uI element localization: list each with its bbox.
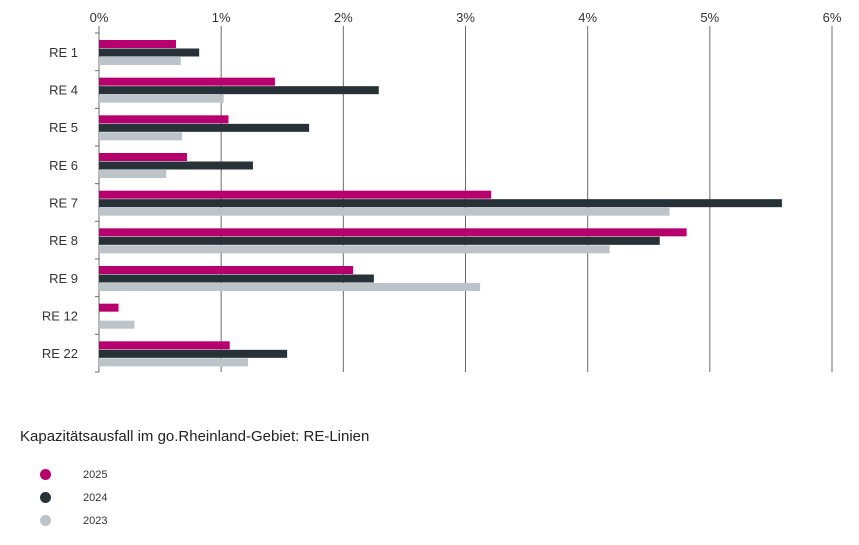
- bar-2023-re-6: [99, 170, 167, 178]
- bar-2024-re-9: [99, 274, 374, 283]
- category-label: RE 9: [49, 271, 78, 286]
- x-tick-label: 2%: [334, 10, 353, 25]
- bar-2024-re-7: [99, 199, 782, 208]
- category-label: RE 1: [49, 45, 78, 60]
- category-labels: RE 1 RE 4 RE 5 RE 6 RE 7 RE 8 RE 9 RE 12 RE 22: [42, 45, 78, 361]
- bar-2025-re-1: [99, 40, 176, 48]
- bar-2023-re-7: [99, 207, 670, 216]
- x-tick-labels: 0% 1% 2% 3% 4% 5% 6%: [90, 10, 842, 25]
- x-tick-label: 1%: [212, 10, 231, 25]
- category-label: RE 8: [49, 233, 78, 248]
- bars: [99, 40, 782, 367]
- bar-2023-re-8: [99, 245, 610, 254]
- category-label: RE 12: [42, 309, 78, 324]
- bar-2024-re-1: [99, 48, 200, 57]
- legend-item-2025: 2025: [40, 463, 107, 486]
- x-tick-label: 5%: [700, 10, 719, 25]
- bar-2025-re-8: [99, 228, 687, 237]
- x-tick-label: 3%: [456, 10, 475, 25]
- legend-label-2025: 2025: [83, 468, 108, 481]
- legend-dot-2025: [40, 469, 51, 480]
- bar-2023-re-1: [99, 57, 181, 65]
- bar-2023-re-4: [99, 94, 224, 103]
- legend: 2025 2024 2023: [40, 463, 107, 532]
- chart-title: Kapazitätsausfall im go.Rheinland-Gebiet…: [20, 428, 370, 445]
- bar-2024-re-6: [99, 161, 253, 170]
- category-label: RE 6: [49, 158, 78, 173]
- bar-2023-re-5: [99, 132, 183, 141]
- legend-item-2023: 2023: [40, 509, 107, 532]
- bar-2024-re-5: [99, 123, 310, 132]
- bar-2023-re-12: [99, 320, 135, 329]
- category-label: RE 4: [49, 83, 78, 98]
- legend-item-2024: 2024: [40, 486, 107, 509]
- bar-2025-re-22: [99, 341, 230, 350]
- legend-label-2023: 2023: [83, 514, 108, 527]
- bar-2025-re-12: [99, 303, 119, 312]
- bar-2023-re-22: [99, 358, 249, 367]
- legend-dot-2024: [40, 492, 51, 503]
- bar-chart: 0% 1% 2% 3% 4% 5% 6% RE 1RE 4RE 5RE 6RE 7RE 8R…: [42, 10, 842, 373]
- bar-2023-re-9: [99, 283, 481, 291]
- bar-2025-re-7: [99, 190, 492, 199]
- x-tick-label: 6%: [823, 10, 842, 25]
- category-label: RE 7: [49, 196, 78, 211]
- bar-2025-re-9: [99, 266, 354, 274]
- bar-2024-re-8: [99, 236, 660, 245]
- bar-2025-re-6: [99, 153, 187, 161]
- legend-dot-2023: [40, 515, 51, 526]
- category-label: RE 5: [49, 120, 78, 135]
- bar-2025-re-4: [99, 77, 275, 86]
- bar-2024-re-4: [99, 86, 379, 95]
- bar-2024-re-22: [99, 349, 288, 358]
- x-tick-label: 4%: [578, 10, 597, 25]
- bar-2025-re-5: [99, 115, 229, 124]
- legend-label-2024: 2024: [83, 491, 108, 504]
- x-tick-label: 0%: [90, 10, 109, 25]
- category-label: RE 22: [42, 346, 78, 361]
